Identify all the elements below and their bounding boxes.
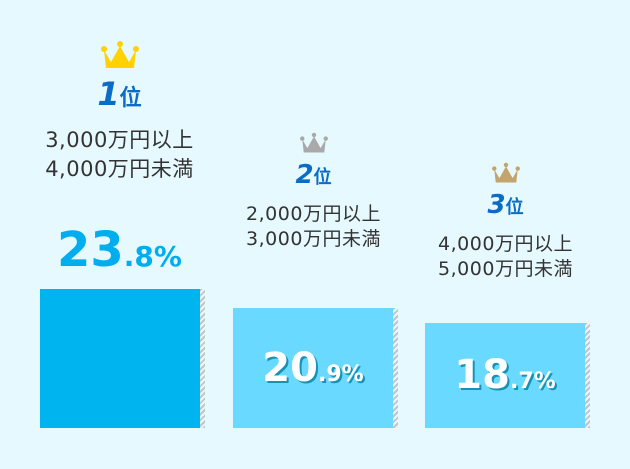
rank-number: 3 <box>487 190 506 220</box>
range-line-2: 3,000万円未満 <box>246 228 381 250</box>
rank-number: 2 <box>295 160 314 190</box>
bar-value-label: 20.9% <box>233 345 393 391</box>
rank-suffix: 位 <box>505 197 524 218</box>
percent-dec: .7% <box>509 369 556 395</box>
crown-gold-icon <box>100 41 139 68</box>
crown-silver-icon <box>299 132 328 153</box>
rank-3-header: 3位 4,000万円以上 5,000万円未満 <box>418 162 593 282</box>
rank-number: 1 <box>97 75 120 113</box>
percent-int: 20 <box>262 345 318 392</box>
rank-label: 3位 <box>418 192 593 218</box>
range-label: 4,000万円以上 5,000万円未満 <box>418 232 593 282</box>
crown-bronze-icon <box>491 162 520 183</box>
range-label: 3,000万円以上 4,000万円未満 <box>32 126 207 184</box>
range-label: 2,000万円以上 3,000万円未満 <box>226 202 401 252</box>
percent-dec: .8% <box>123 240 182 273</box>
rank-suffix: 位 <box>313 167 332 188</box>
percent-int: 23 <box>57 222 124 278</box>
range-line-1: 2,000万円以上 <box>246 203 381 225</box>
percent-dec: .9% <box>317 362 364 388</box>
bar-rank-2: 20.9% <box>233 308 398 428</box>
bar-shadow <box>585 322 590 428</box>
percent-int: 18 <box>454 352 510 399</box>
range-line-1: 3,000万円以上 <box>45 128 194 152</box>
bar-value-label: 18.7% <box>425 352 585 398</box>
range-line-2: 4,000万円未満 <box>45 157 194 181</box>
rank-label: 2位 <box>226 162 401 188</box>
rank-label: 1位 <box>32 78 207 110</box>
bar-rank-3: 18.7% <box>425 322 590 428</box>
bar-shadow <box>393 308 398 428</box>
bar-shadow <box>200 288 205 428</box>
rank-1-header: 1位 3,000万円以上 4,000万円未満 <box>32 40 207 184</box>
range-line-2: 5,000万円未満 <box>438 258 573 280</box>
rank-1-percent: 23.8% <box>32 222 207 278</box>
rank-suffix: 位 <box>119 86 142 111</box>
rank-2-header: 2位 2,000万円以上 3,000万円未満 <box>226 132 401 252</box>
bar-rank-1 <box>40 288 205 428</box>
range-line-1: 4,000万円以上 <box>438 233 573 255</box>
